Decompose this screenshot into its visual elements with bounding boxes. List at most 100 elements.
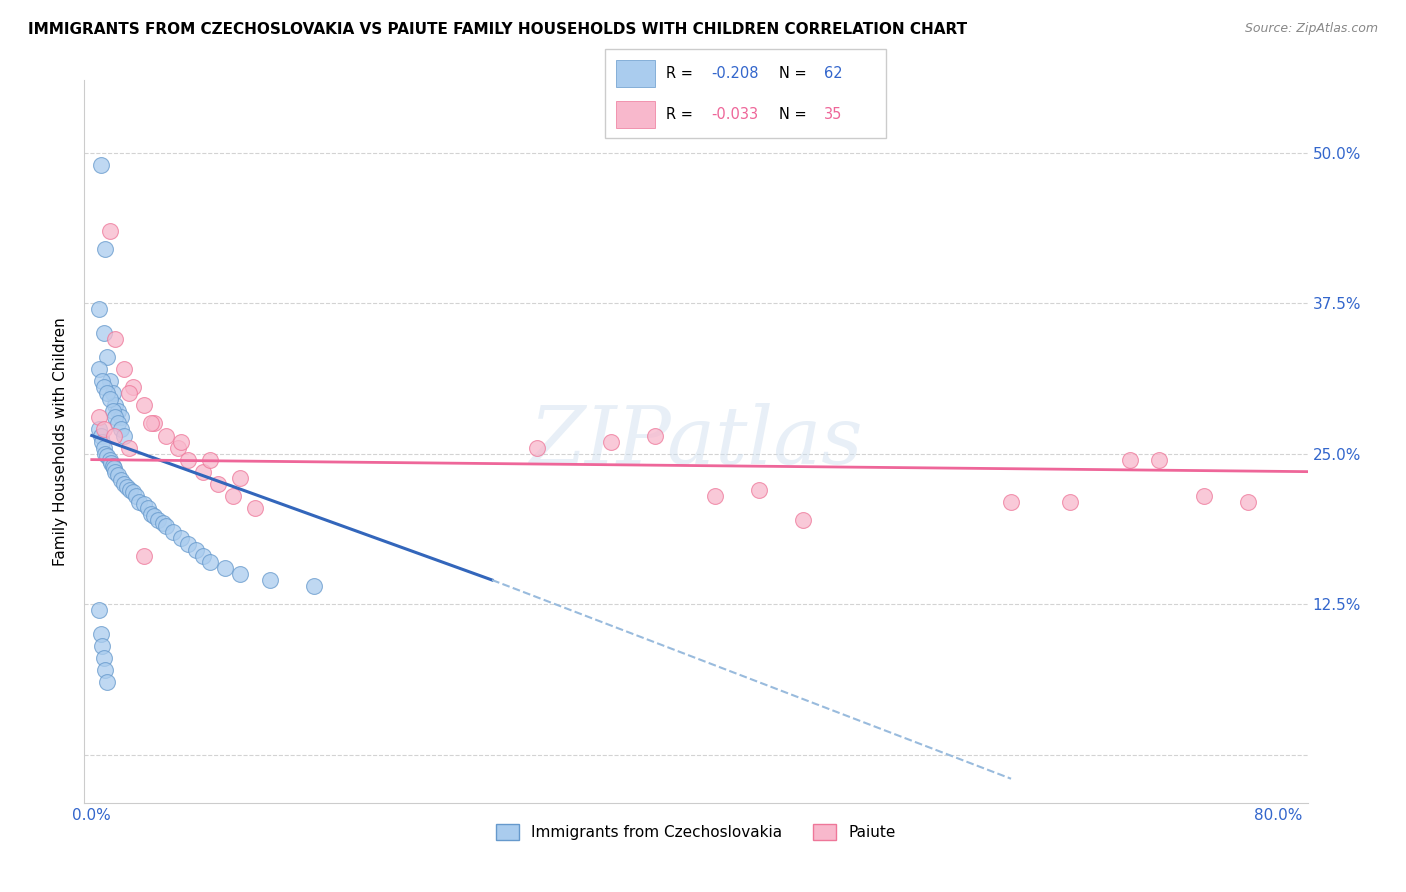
- Point: [96, 386, 118, 401]
- Point: [104, 398, 127, 412]
- Point: [89, 362, 111, 376]
- Point: [110, 423, 132, 437]
- Text: -0.208: -0.208: [711, 66, 759, 80]
- Point: [122, 485, 145, 500]
- Point: [91, 375, 114, 389]
- Point: [91, 434, 114, 449]
- Point: [229, 471, 252, 485]
- Point: [1059, 494, 1081, 508]
- Text: N =: N =: [779, 66, 811, 80]
- Point: [1192, 489, 1215, 503]
- Point: [94, 242, 117, 256]
- Point: [96, 675, 118, 690]
- Point: [90, 158, 112, 172]
- Point: [128, 494, 150, 508]
- Point: [91, 639, 114, 653]
- Point: [302, 579, 325, 593]
- Point: [136, 500, 159, 515]
- Point: [112, 476, 135, 491]
- Point: [139, 507, 162, 521]
- Point: [100, 456, 122, 470]
- Point: [148, 513, 170, 527]
- Point: [748, 483, 770, 497]
- Point: [122, 380, 145, 394]
- Text: 35: 35: [824, 107, 842, 121]
- Point: [104, 332, 127, 346]
- Point: [259, 573, 281, 587]
- Point: [644, 428, 666, 442]
- Point: [162, 524, 184, 539]
- Bar: [616, 101, 655, 128]
- Point: [90, 428, 112, 442]
- Point: [526, 441, 548, 455]
- Point: [118, 441, 141, 455]
- Point: [112, 428, 135, 442]
- Point: [101, 458, 124, 473]
- Point: [117, 480, 139, 494]
- Legend: Immigrants from Czechoslovakia, Paiute: Immigrants from Czechoslovakia, Paiute: [486, 815, 905, 849]
- Point: [132, 497, 155, 511]
- Point: [103, 428, 125, 442]
- Text: -0.033: -0.033: [711, 107, 759, 121]
- Point: [214, 561, 236, 575]
- Text: N =: N =: [779, 107, 811, 121]
- Point: [1118, 452, 1140, 467]
- Text: ZIPatlas: ZIPatlas: [529, 403, 863, 480]
- Point: [110, 410, 132, 425]
- Point: [104, 410, 127, 425]
- Point: [89, 423, 111, 437]
- Point: [599, 434, 621, 449]
- Point: [703, 489, 725, 503]
- Point: [101, 404, 124, 418]
- Point: [93, 651, 115, 665]
- Text: IMMIGRANTS FROM CZECHOSLOVAKIA VS PAIUTE FAMILY HOUSEHOLDS WITH CHILDREN CORRELA: IMMIGRANTS FROM CZECHOSLOVAKIA VS PAIUTE…: [28, 22, 967, 37]
- Point: [112, 362, 135, 376]
- Point: [229, 567, 252, 582]
- Point: [184, 542, 207, 557]
- Point: [98, 452, 121, 467]
- Point: [107, 468, 129, 483]
- Point: [98, 375, 121, 389]
- Point: [101, 386, 124, 401]
- Point: [200, 452, 222, 467]
- Point: [125, 489, 148, 503]
- Point: [110, 473, 132, 487]
- Point: [139, 417, 162, 431]
- Y-axis label: Family Households with Children: Family Households with Children: [53, 318, 69, 566]
- Point: [98, 392, 121, 407]
- Text: R =: R =: [666, 66, 697, 80]
- Point: [89, 301, 111, 317]
- Point: [132, 398, 155, 412]
- Point: [98, 224, 121, 238]
- Point: [1000, 494, 1022, 508]
- Point: [96, 449, 118, 463]
- Point: [1149, 452, 1171, 467]
- Point: [89, 603, 111, 617]
- Point: [93, 423, 115, 437]
- Point: [143, 417, 166, 431]
- Point: [177, 452, 200, 467]
- Point: [107, 417, 129, 431]
- Point: [118, 386, 141, 401]
- Point: [107, 404, 129, 418]
- Point: [177, 537, 200, 551]
- Text: 62: 62: [824, 66, 842, 80]
- Point: [93, 380, 115, 394]
- Point: [243, 500, 266, 515]
- Point: [155, 519, 177, 533]
- Point: [94, 664, 117, 678]
- Point: [89, 410, 111, 425]
- Point: [792, 513, 814, 527]
- Point: [170, 434, 193, 449]
- Point: [104, 465, 127, 479]
- Bar: [616, 60, 655, 87]
- Point: [94, 446, 117, 460]
- Point: [103, 461, 125, 475]
- Point: [166, 441, 188, 455]
- Point: [120, 483, 142, 497]
- Point: [96, 350, 118, 364]
- Point: [191, 549, 214, 563]
- FancyBboxPatch shape: [605, 49, 886, 138]
- Point: [132, 549, 155, 563]
- Point: [207, 476, 229, 491]
